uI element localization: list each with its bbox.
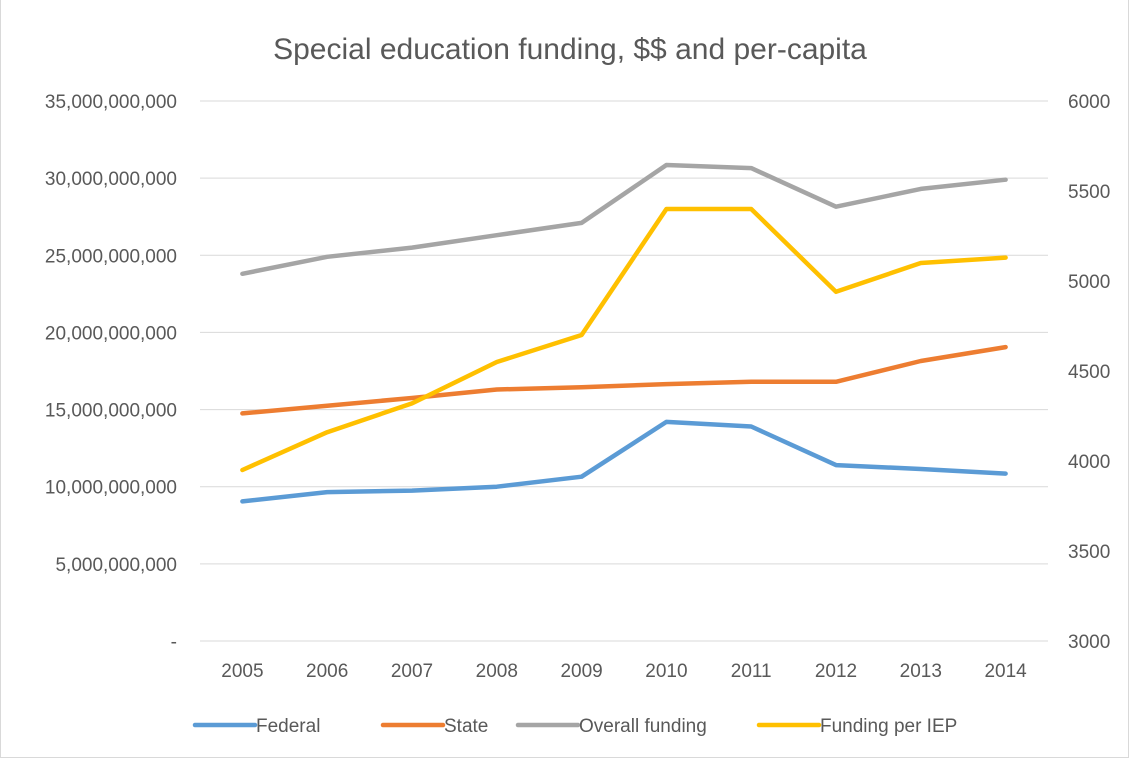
- right-axis-tick-label: 3000: [1068, 632, 1110, 653]
- legend-label-funding-per-iep: Funding per IEP: [820, 716, 957, 737]
- x-axis-tick-label: 2011: [731, 661, 772, 682]
- right-axis-ticks: 3000 3500 4000 4500 5000 5500 6000: [1068, 92, 1110, 653]
- series-line-federal: [240, 419, 1008, 504]
- chart-title: Special education funding, $$ and per-ca…: [273, 33, 867, 66]
- series-line-overall-funding: [240, 162, 1008, 277]
- legend-label-overall-funding: Overall funding: [579, 716, 707, 737]
- right-axis-tick-label: 4500: [1068, 362, 1110, 383]
- x-axis-tick-label: 2005: [221, 661, 263, 682]
- x-axis-tick-label: 2013: [900, 661, 942, 682]
- x-axis-ticks: 2005 2006 2007 2008 2009 2010 2011 2012 2013 2014: [221, 661, 1027, 682]
- gridlines: [200, 100, 1048, 642]
- left-axis-tick-label: 30,000,000,000: [45, 169, 177, 190]
- right-axis-tick-label: 6000: [1068, 92, 1110, 113]
- right-axis-tick-label: 3500: [1068, 542, 1110, 563]
- series-line-state: [240, 344, 1008, 416]
- x-axis-tick-label: 2008: [476, 661, 518, 682]
- left-axis-tick-label: -: [171, 632, 177, 653]
- left-axis-tick-label: 35,000,000,000: [45, 92, 177, 113]
- right-axis-tick-label: 5500: [1068, 182, 1110, 203]
- x-axis-tick-label: 2006: [306, 661, 348, 682]
- left-axis-tick-label: 20,000,000,000: [45, 323, 177, 344]
- x-axis-tick-label: 2007: [391, 661, 433, 682]
- series-lines: [240, 162, 1008, 504]
- legend-label-federal: Federal: [256, 716, 320, 737]
- legend-label-state: State: [444, 716, 488, 737]
- x-axis-tick-label: 2014: [984, 661, 1027, 682]
- x-axis-tick-label: 2010: [645, 661, 687, 682]
- x-axis-tick-label: 2009: [560, 661, 602, 682]
- x-axis-tick-label: 2012: [815, 661, 857, 682]
- legend: Federal State Overall funding Funding per I…: [192, 716, 957, 737]
- left-axis-tick-label: 15,000,000,000: [45, 401, 177, 422]
- series-line-funding-per-iep: [240, 206, 1008, 473]
- left-axis-tick-label: 25,000,000,000: [45, 246, 177, 267]
- right-axis-tick-label: 5000: [1068, 272, 1110, 293]
- right-axis-tick-label: 4000: [1068, 452, 1110, 473]
- left-axis-ticks: - 5,000,000,000 10,000,000,000 15,000,000,0…: [45, 92, 177, 653]
- left-axis-tick-label: 10,000,000,000: [45, 478, 177, 499]
- left-axis-tick-label: 5,000,000,000: [55, 555, 177, 576]
